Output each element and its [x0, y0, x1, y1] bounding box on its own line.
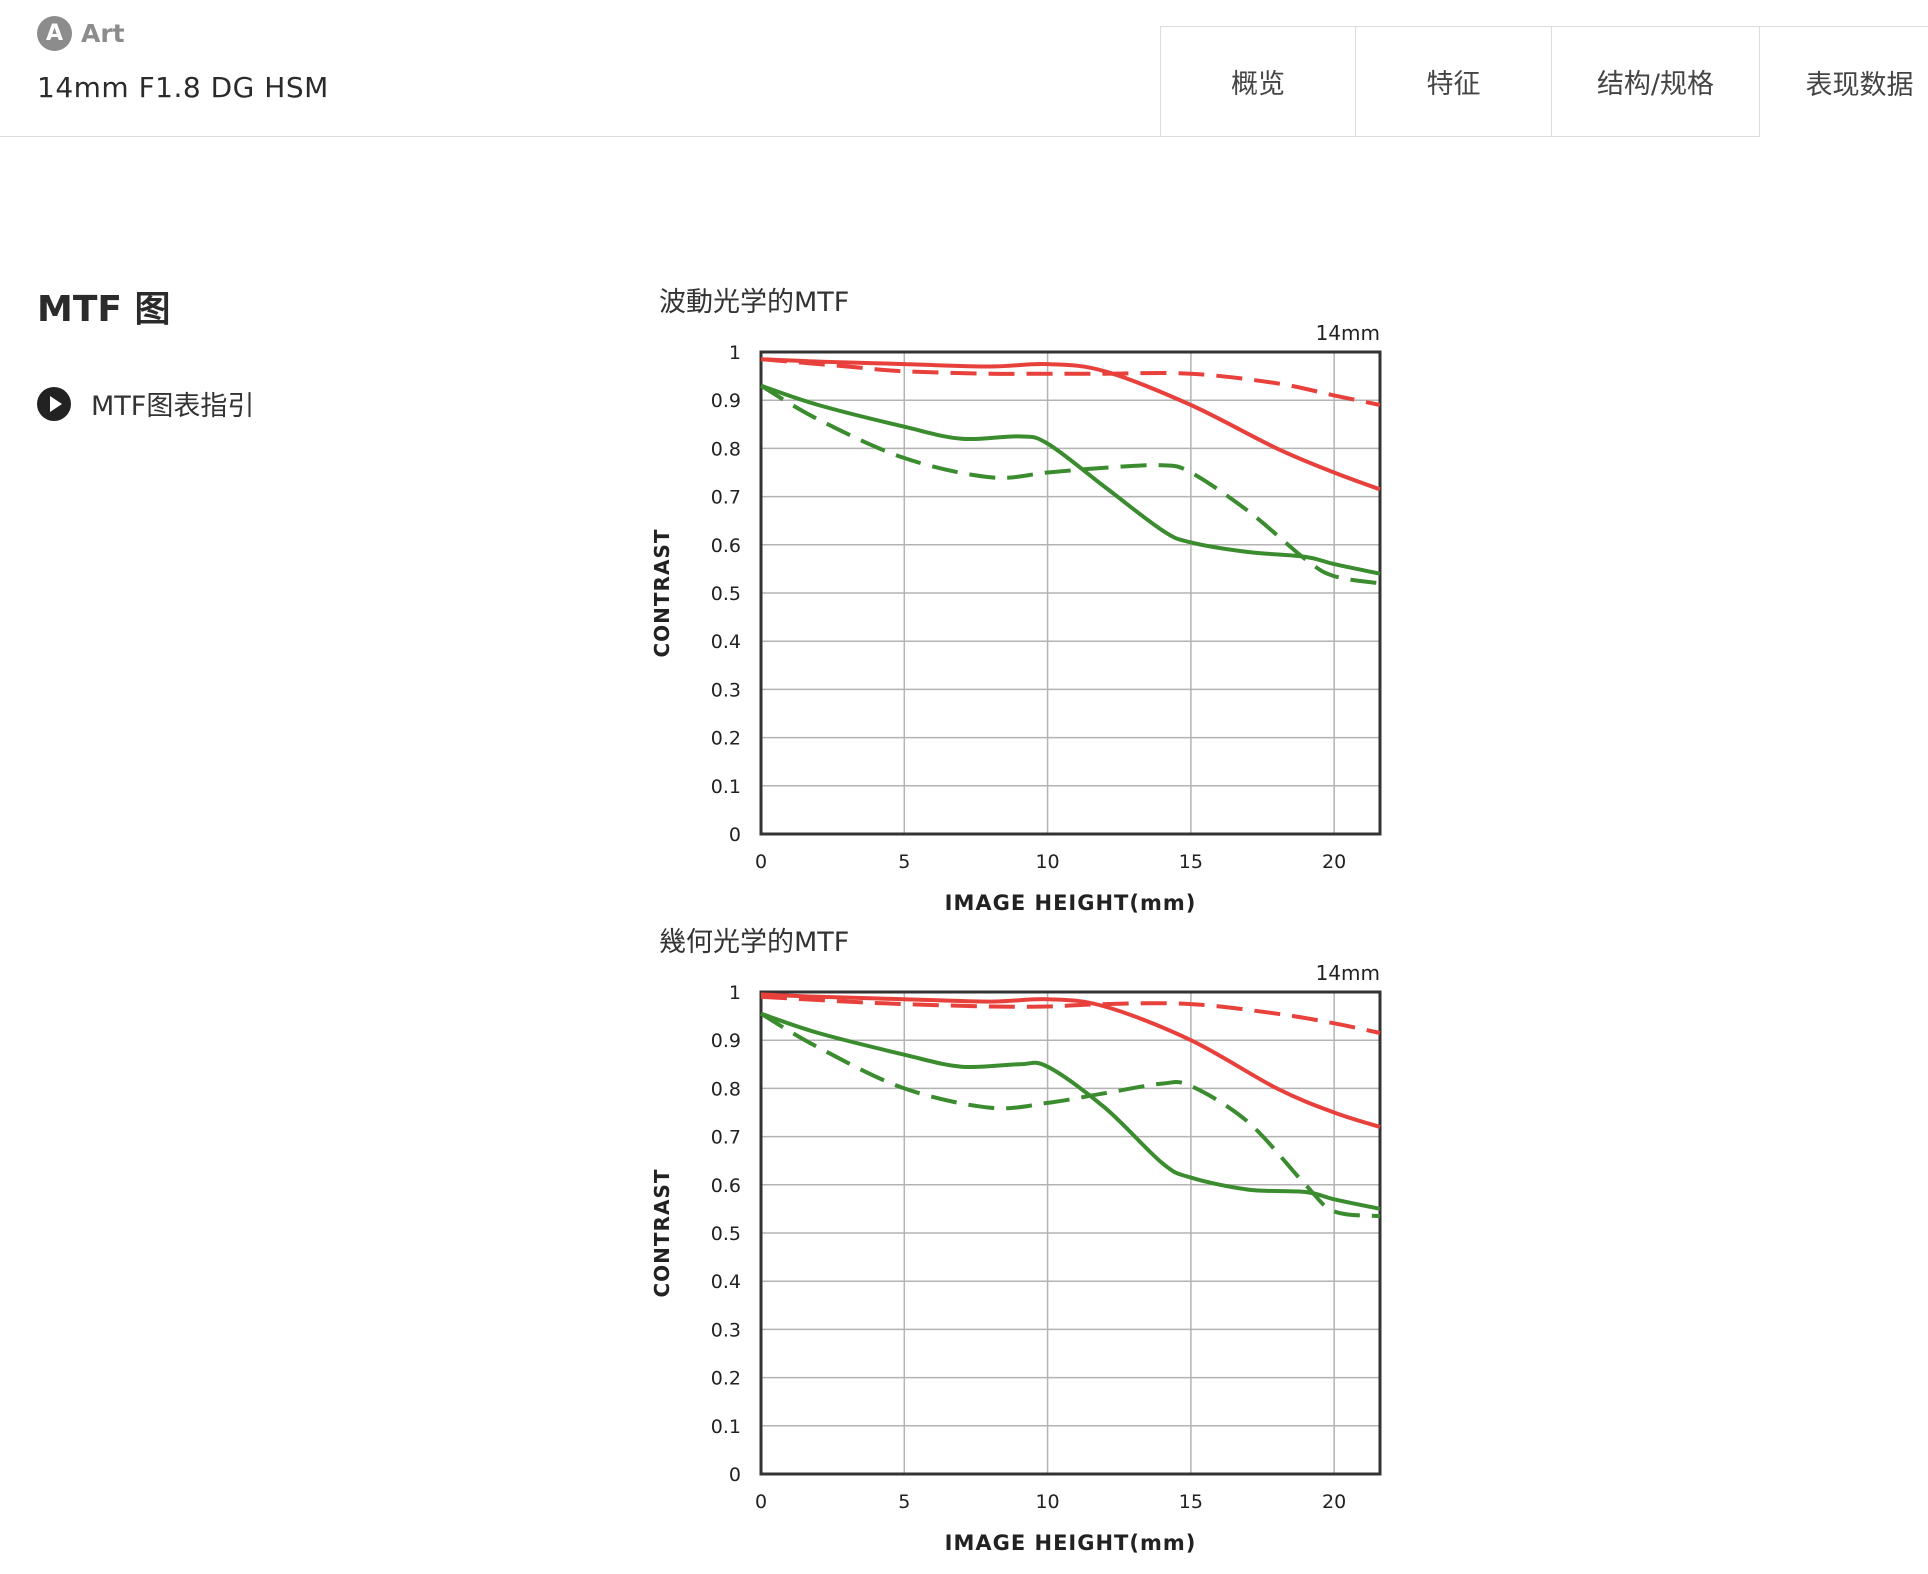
- y-tick-label: 0: [729, 824, 741, 846]
- x-tick-label: 20: [1322, 1491, 1346, 1513]
- focal-length-label: 14mm: [1316, 961, 1380, 985]
- y-tick-label: 0.4: [711, 1271, 741, 1293]
- y-tick-label: 0.8: [711, 438, 741, 460]
- y-tick-label: 0.5: [711, 1223, 741, 1245]
- y-tick-label: 0.7: [711, 487, 741, 509]
- y-tick-label: 1: [729, 342, 741, 364]
- y-tick-label: 0.3: [711, 1319, 741, 1341]
- x-tick-label: 0: [755, 1491, 767, 1513]
- tab-overview[interactable]: 概览: [1160, 26, 1356, 136]
- y-axis-label: CONTRAST: [650, 529, 674, 658]
- green-solid-series-line: [760, 1011, 1381, 1211]
- x-tick-label: 10: [1035, 851, 1059, 873]
- y-tick-label: 0.2: [711, 728, 741, 750]
- y-tick-label: 0.1: [711, 1416, 741, 1438]
- y-tick-label: 0.6: [711, 535, 741, 557]
- x-tick-label: 15: [1179, 1491, 1203, 1513]
- x-tick-label: 15: [1179, 851, 1203, 873]
- geometric-optics-chart-title: 幾何光学的MTF: [659, 927, 850, 958]
- green-dashed-series-line: [759, 383, 1381, 586]
- y-tick-label: 0.4: [711, 631, 741, 653]
- y-tick-label: 0.9: [711, 1030, 741, 1052]
- y-tick-label: 0.3: [711, 679, 741, 701]
- red-dashed-series-line: [760, 357, 1381, 407]
- red-solid-series-line: [760, 357, 1381, 492]
- y-axis-label: CONTRAST: [650, 1169, 674, 1298]
- geometric-optics-mtf-chart: 00.10.20.30.40.50.60.70.80.910 5 10 15 2014m…: [650, 961, 1382, 1555]
- y-tick-label: 0.5: [711, 583, 741, 605]
- y-tick-label: 0.2: [711, 1368, 741, 1390]
- focal-length-label: 14mm: [1316, 321, 1380, 345]
- tab-specifications[interactable]: 结构/规格: [1552, 26, 1760, 136]
- page-header: A Art 14mm F1.8 DG HSM 概览 特征 结构/规格 表现数据: [0, 0, 1928, 138]
- y-tick-label: 0.8: [711, 1078, 741, 1100]
- y-tick-label: 0.7: [711, 1127, 741, 1149]
- x-tick-label: 10: [1035, 1491, 1059, 1513]
- y-tick-label: 0.9: [711, 390, 741, 412]
- y-tick-label: 0.1: [711, 776, 741, 798]
- play-icon: [37, 386, 71, 421]
- green-dashed-series-line: [759, 1011, 1381, 1219]
- mtf-guide-label: MTF图表指引: [91, 391, 255, 422]
- product-name: 14mm F1.8 DG HSM: [37, 71, 329, 104]
- brand-label: Art: [81, 19, 125, 48]
- y-tick-label: 0: [729, 1464, 741, 1486]
- x-axis-label: IMAGE HEIGHT(mm): [945, 891, 1197, 915]
- mtf-guide-link[interactable]: MTF图表指引: [37, 384, 254, 423]
- art-line-logo: A Art: [37, 16, 125, 51]
- x-tick-label: 20: [1322, 851, 1346, 873]
- x-tick-label: 5: [898, 1491, 910, 1513]
- wave-optics-mtf-chart: 00.10.20.30.40.50.60.70.80.910 5 10 15 2014m…: [650, 321, 1382, 915]
- plot-frame: [759, 990, 1382, 1476]
- y-tick-label: 0.6: [711, 1175, 741, 1197]
- red-solid-series-line: [760, 992, 1381, 1129]
- x-tick-label: 0: [755, 851, 767, 873]
- tab-features[interactable]: 特征: [1356, 26, 1552, 136]
- section-title: MTF 图: [37, 289, 171, 330]
- wave-optics-chart-title: 波動光学的MTF: [659, 287, 850, 318]
- plot-frame: [759, 350, 1382, 836]
- tab-performance-data[interactable]: 表现数据: [1760, 26, 1928, 138]
- art-badge-icon: A: [37, 16, 72, 51]
- y-tick-label: 1: [729, 982, 741, 1004]
- x-axis-label: IMAGE HEIGHT(mm): [945, 1531, 1197, 1555]
- x-tick-label: 5: [898, 851, 910, 873]
- product-tabs: 概览 特征 结构/规格 表现数据: [1160, 26, 1928, 138]
- red-dashed-series-line: [760, 994, 1381, 1035]
